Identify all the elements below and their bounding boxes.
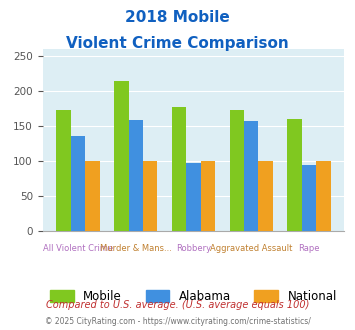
Bar	[287, 118, 302, 231]
Text: Robbery: Robbery	[176, 244, 211, 253]
Bar	[71, 136, 85, 231]
Bar	[244, 121, 258, 231]
Text: Violent Crime Comparison: Violent Crime Comparison	[66, 36, 289, 51]
Bar	[201, 161, 215, 231]
Bar	[129, 120, 143, 231]
Bar	[172, 107, 186, 231]
Text: Murder & Mans...: Murder & Mans...	[100, 244, 172, 253]
Text: Rape: Rape	[298, 244, 320, 253]
Bar	[316, 161, 331, 231]
Bar	[186, 163, 201, 231]
Bar	[258, 161, 273, 231]
Bar	[114, 81, 129, 231]
Text: Aggravated Assault: Aggravated Assault	[210, 244, 293, 253]
Bar	[230, 110, 244, 231]
Legend: Mobile, Alabama, National: Mobile, Alabama, National	[44, 284, 343, 309]
Bar	[56, 110, 71, 231]
Bar	[85, 161, 100, 231]
Text: 2018 Mobile: 2018 Mobile	[125, 10, 230, 25]
Text: All Violent Crime: All Violent Crime	[43, 244, 113, 253]
Text: Compared to U.S. average. (U.S. average equals 100): Compared to U.S. average. (U.S. average …	[46, 300, 309, 310]
Bar	[302, 165, 316, 231]
Text: © 2025 CityRating.com - https://www.cityrating.com/crime-statistics/: © 2025 CityRating.com - https://www.city…	[45, 317, 310, 326]
Bar	[143, 161, 157, 231]
